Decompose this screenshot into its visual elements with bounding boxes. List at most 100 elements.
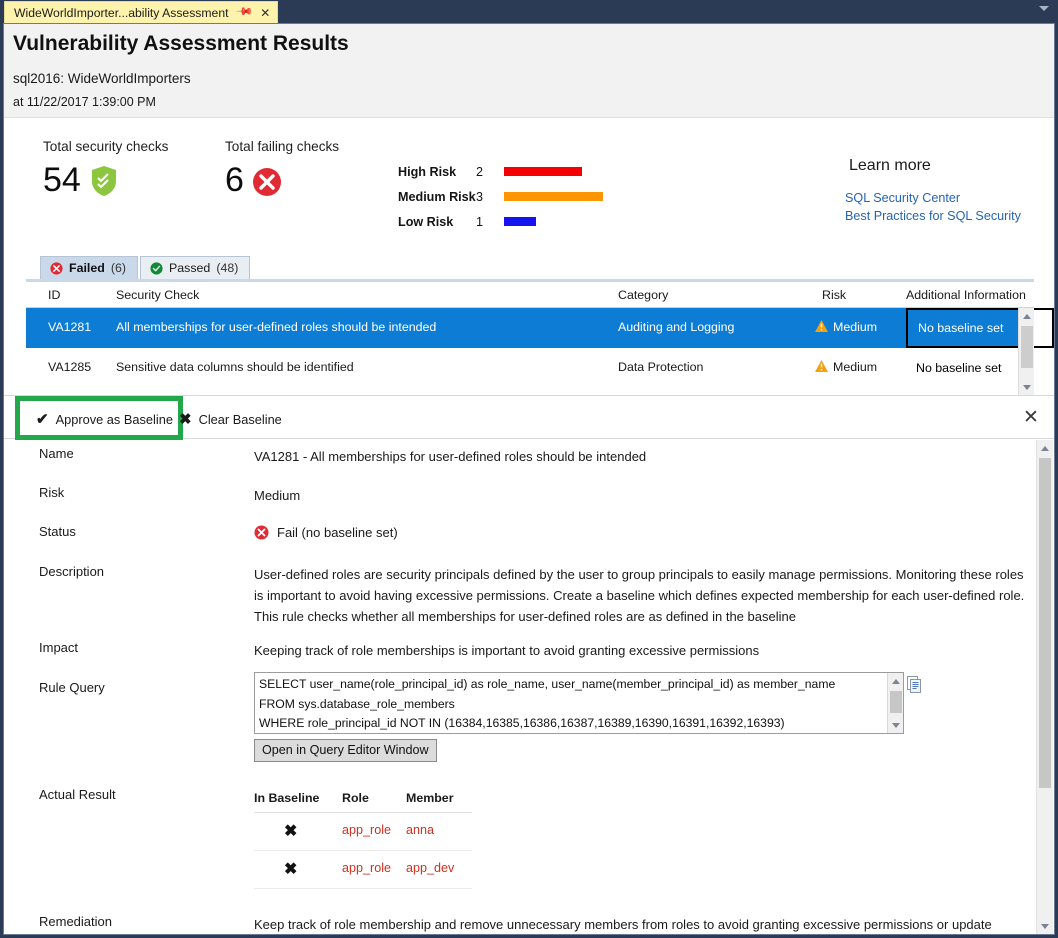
total-checks-label: Total security checks: [43, 139, 169, 154]
detail-value-impact: Keeping track of role memberships is imp…: [254, 643, 760, 658]
clear-baseline-label: Clear Baseline: [198, 411, 282, 427]
rule-query-textbox[interactable]: SELECT user_name(role_principal_id) as r…: [254, 672, 904, 734]
detail-label-actual-result: Actual Result: [39, 787, 116, 802]
cell-additional-information[interactable]: No baseline set: [916, 361, 1002, 375]
error-circle-icon: [254, 525, 269, 540]
column-header-id[interactable]: ID: [48, 288, 61, 302]
failing-checks-value: 6: [225, 161, 244, 199]
scroll-down-icon[interactable]: [888, 717, 903, 733]
detail-label-status: Status: [39, 524, 76, 539]
close-icon[interactable]: ✕: [1023, 406, 1039, 428]
link-sql-security-center[interactable]: SQL Security Center: [845, 191, 961, 205]
column-header-member: Member: [406, 791, 454, 805]
detail-value-remediation: Keep track of role membership and remove…: [254, 917, 992, 932]
document-surface: Vulnerability Assessment Results sql2016…: [3, 23, 1055, 935]
risk-breakdown: High Risk 2 Medium Risk 3 Low Risk 1: [398, 159, 603, 234]
error-circle-icon: [50, 261, 63, 275]
cell-category: Data Protection: [618, 360, 704, 374]
rule-query-scrollbar-thumb[interactable]: [890, 691, 902, 713]
risk-bar-high: [504, 167, 582, 176]
column-header-in-baseline: In Baseline: [254, 791, 320, 805]
table-row: ✖ app_role anna: [254, 813, 472, 851]
grid-body: VA1281 All memberships for user-defined …: [26, 308, 1054, 388]
cell-risk-label: Medium: [833, 320, 878, 334]
cell-check: All memberships for user-defined roles s…: [116, 320, 437, 334]
approve-as-baseline-highlight: [15, 396, 183, 440]
shield-check-icon: [92, 166, 116, 196]
scroll-up-icon[interactable]: [1019, 308, 1035, 324]
baseline-toolbar: ✔ Approve as Baseline ✖ Clear Baseline ✕: [4, 395, 1054, 440]
clear-baseline-button[interactable]: ✖ Clear Baseline: [179, 408, 282, 430]
chevron-down-icon[interactable]: [1039, 6, 1049, 11]
cell-additional-information[interactable]: No baseline set: [906, 308, 1054, 348]
risk-count: 2: [476, 164, 484, 179]
total-checks-value: 54: [43, 161, 81, 199]
cell-risk-label: Medium: [833, 360, 878, 374]
page-title: Vulnerability Assessment Results: [13, 32, 349, 55]
detail-scrollbar-thumb[interactable]: [1039, 458, 1051, 788]
detail-value-risk: Medium: [254, 488, 301, 503]
x-icon: ✖: [179, 411, 192, 428]
cell-id: VA1285: [48, 360, 92, 374]
detail-panel: Name VA1281 - All memberships for user-d…: [4, 440, 1054, 934]
detail-scrollbar[interactable]: [1036, 440, 1053, 934]
scroll-down-icon[interactable]: [1037, 918, 1053, 934]
scroll-down-icon[interactable]: [1019, 379, 1035, 395]
summary-section: Total security checks 54 Total failing c…: [4, 119, 1054, 237]
column-header-category[interactable]: Category: [618, 288, 669, 302]
column-header-risk[interactable]: Risk: [822, 288, 847, 302]
detail-label-name: Name: [39, 446, 74, 461]
tab-failed-label: Failed: [69, 261, 105, 275]
document-tab[interactable]: WideWorldImporter...ability Assessment 📌…: [4, 1, 279, 23]
link-best-practices[interactable]: Best Practices for SQL Security: [845, 209, 1021, 223]
cell-id: VA1281: [48, 320, 92, 334]
tab-failed-count: (6): [110, 261, 126, 275]
results-grid: ID Security Check Category Risk Addition…: [26, 282, 1054, 395]
cell-in-baseline: ✖: [284, 823, 298, 840]
check-icon: ✔: [36, 411, 49, 428]
header-band: Vulnerability Assessment Results sql2016…: [4, 24, 1054, 118]
scroll-up-icon[interactable]: [888, 673, 903, 689]
detail-value-description: User-defined roles are security principa…: [254, 567, 1025, 624]
grid-scrollbar[interactable]: [1018, 308, 1034, 395]
scan-timestamp: at 11/22/2017 1:39:00 PM: [13, 95, 156, 109]
cell-risk: Medium: [815, 320, 877, 334]
risk-row: High Risk 2: [398, 159, 603, 184]
approve-as-baseline-label: Approve as Baseline: [55, 411, 173, 427]
cell-member: anna: [406, 823, 435, 837]
results-tabs: Failed (6) Passed (48): [40, 256, 251, 279]
tab-passed[interactable]: Passed (48): [139, 256, 251, 279]
grid-scrollbar-thumb[interactable]: [1021, 326, 1033, 368]
warning-triangle-icon: [815, 360, 828, 372]
column-header-additional[interactable]: Additional Information: [906, 288, 1026, 302]
close-icon[interactable]: ✕: [260, 5, 271, 20]
table-row: ✖ app_role app_dev: [254, 851, 472, 889]
pin-icon[interactable]: 📌: [235, 3, 254, 22]
risk-name: Medium Risk: [398, 189, 476, 204]
server-database-line: sql2016: WideWorldImporters: [13, 71, 191, 86]
actual-result-table: In Baseline Role Member ✖ app_role anna …: [254, 787, 472, 889]
check-circle-icon: [150, 261, 163, 275]
open-in-query-editor-button[interactable]: Open in Query Editor Window: [254, 739, 437, 762]
copy-icon[interactable]: [907, 676, 923, 694]
tabs-underline: [26, 279, 1034, 282]
column-header-check[interactable]: Security Check: [116, 288, 200, 302]
tab-failed[interactable]: Failed (6): [40, 256, 138, 279]
table-row[interactable]: VA1285 Sensitive data columns should be …: [26, 348, 1034, 388]
approve-as-baseline-button[interactable]: ✔ Approve as Baseline: [36, 408, 173, 430]
tab-passed-label: Passed: [168, 261, 211, 275]
table-row[interactable]: VA1281 All memberships for user-defined …: [26, 308, 1054, 348]
cell-role: app_role: [342, 861, 392, 875]
document-tab-strip: WideWorldImporter...ability Assessment 📌…: [0, 0, 1058, 23]
rule-query-scrollbar[interactable]: [887, 673, 903, 733]
document-tab-label: WideWorldImporter...ability Assessment: [14, 5, 229, 20]
cell-category: Auditing and Logging: [618, 320, 735, 334]
detail-value-name: VA1281 - All memberships for user-define…: [254, 449, 647, 464]
detail-label-remediation: Remediation: [39, 914, 112, 929]
detail-status-text: Fail (no baseline set): [277, 525, 398, 540]
scroll-up-icon[interactable]: [1037, 440, 1053, 456]
detail-label-risk: Risk: [39, 485, 65, 500]
error-circle-icon: [253, 168, 281, 196]
detail-label-impact: Impact: [39, 640, 79, 655]
